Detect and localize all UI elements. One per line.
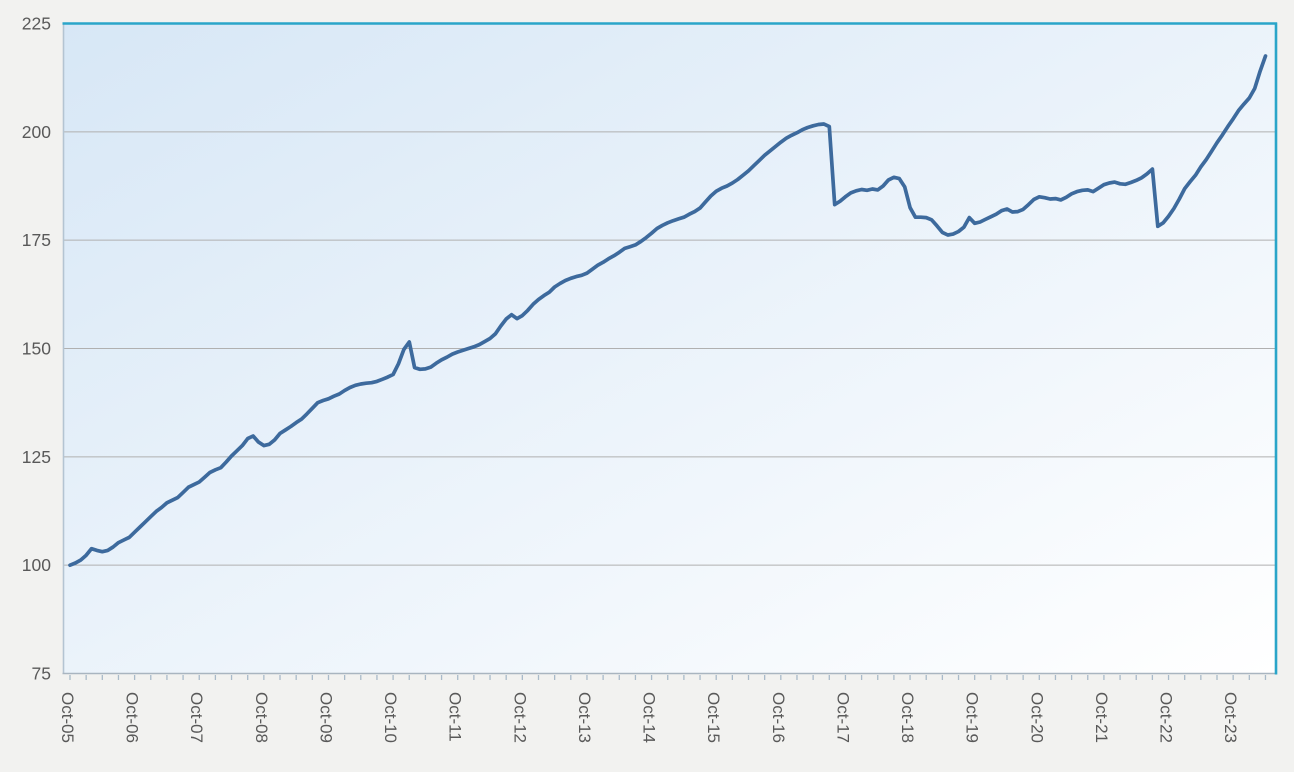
gridlines [63,131,1276,566]
svg-text:Oct-18: Oct-18 [898,692,917,743]
svg-text:Oct-06: Oct-06 [123,692,142,743]
svg-text:Oct-07: Oct-07 [187,692,206,743]
svg-text:175: 175 [22,230,51,250]
svg-text:100: 100 [22,555,51,575]
svg-text:Oct-22: Oct-22 [1157,692,1176,743]
svg-text:200: 200 [22,122,51,142]
svg-text:Oct-17: Oct-17 [833,692,852,743]
svg-text:Oct-09: Oct-09 [316,692,335,743]
svg-text:Oct-05: Oct-05 [58,692,77,743]
svg-text:125: 125 [22,447,51,467]
svg-text:Oct-15: Oct-15 [704,692,723,743]
svg-text:Oct-08: Oct-08 [252,692,271,743]
svg-text:Oct-23: Oct-23 [1221,692,1240,743]
svg-text:Oct-14: Oct-14 [640,692,659,743]
svg-text:Oct-13: Oct-13 [575,692,594,743]
plot-borders [62,22,1278,675]
svg-text:Oct-10: Oct-10 [381,692,400,743]
index-series-line [68,54,1268,568]
x-axis-ticks [69,675,1267,680]
svg-text:Oct-12: Oct-12 [510,692,529,743]
svg-text:Oct-21: Oct-21 [1092,692,1111,743]
svg-text:75: 75 [32,664,51,684]
svg-text:225: 225 [22,14,51,34]
svg-text:150: 150 [22,339,51,359]
svg-text:Oct-19: Oct-19 [963,692,982,743]
x-axis-labels: Oct-05 Oct-06 Oct-07 Oct-08 Oct-09 Oct-10 Oct-… [58,692,1240,743]
svg-text:Oct-16: Oct-16 [769,692,788,743]
y-axis-labels: 75 100 125 150 175 200 225 [22,14,51,684]
svg-text:Oct-11: Oct-11 [446,692,465,742]
svg-text:Oct-20: Oct-20 [1027,692,1046,743]
